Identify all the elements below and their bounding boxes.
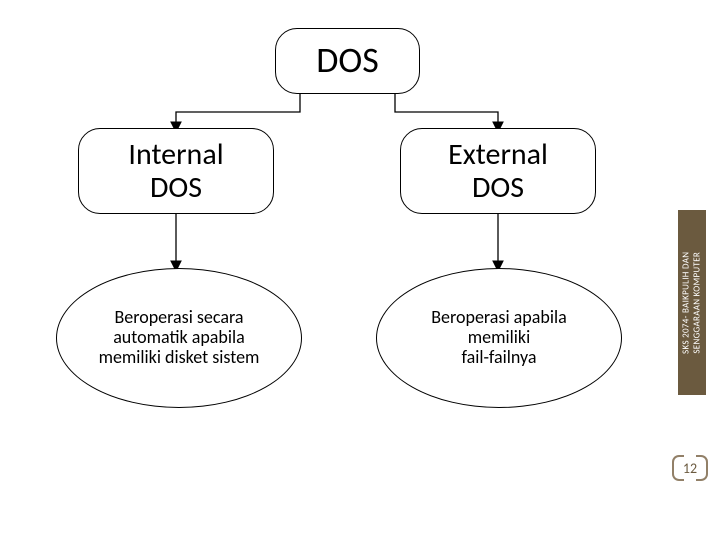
edge-root-left <box>176 94 300 128</box>
page-number: 12 <box>683 460 697 477</box>
node-internal-desc-label: Beroperasi secara automatik apabila memi… <box>99 308 260 367</box>
slide: DOS Internal DOS External DOS Beroperasi… <box>0 0 720 540</box>
node-internal: Internal DOS <box>78 128 274 214</box>
page-bracket-right-icon <box>696 455 708 481</box>
page-number-badge: 12 <box>674 454 706 482</box>
node-external-desc-label: Beroperasi apabila memiliki fail-failnya <box>431 308 566 367</box>
node-root-label: DOS <box>316 41 379 81</box>
node-root: DOS <box>275 28 420 94</box>
node-external-label: External DOS <box>448 138 548 204</box>
page-bracket-left-icon <box>672 455 684 481</box>
course-code-label: SKS 2074- BAIKPULIH DAN SENGGARAAN KOMPU… <box>681 251 703 353</box>
node-external-desc: Beroperasi apabila memiliki fail-failnya <box>376 268 622 408</box>
course-code-strip: SKS 2074- BAIKPULIH DAN SENGGARAAN KOMPU… <box>678 210 706 395</box>
edge-root-right <box>395 94 498 128</box>
node-external: External DOS <box>400 128 596 214</box>
node-internal-desc: Beroperasi secara automatik apabila memi… <box>56 268 302 408</box>
node-internal-label: Internal DOS <box>128 138 223 204</box>
